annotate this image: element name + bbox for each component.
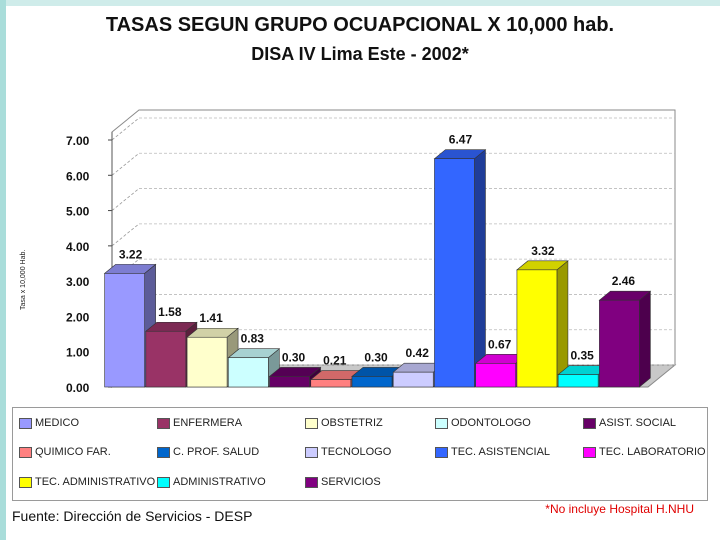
gridline-diagonal: [111, 223, 140, 247]
legend-swatch: [435, 417, 448, 429]
bar-servicios: [599, 299, 640, 388]
decorative-border-top: [0, 0, 720, 6]
bar-medico: [104, 273, 145, 388]
data-label: 3.22: [119, 247, 143, 261]
legend-swatch: [157, 446, 170, 458]
data-label: 0.30: [282, 350, 306, 364]
legend-swatch: [19, 476, 32, 488]
y-tick-label: 0.00: [66, 381, 90, 395]
legend-item: TEC. ADMINISTRATIVO: [19, 476, 155, 488]
bar-tec-laboratorio: [475, 363, 516, 388]
bar-asist-social: [269, 376, 310, 388]
legend-item: QUIMICO FAR.: [19, 446, 111, 458]
legend-item: MEDICO: [19, 417, 79, 429]
legend-label: OBSTETRIZ: [321, 417, 383, 429]
y-tick-label: 3.00: [66, 275, 90, 289]
legend-label: ADMINISTRATIVO: [173, 476, 266, 488]
bar-tec-asistencial: [434, 158, 475, 388]
bar-administrativo: [557, 374, 599, 388]
legend-label: TECNOLOGO: [321, 446, 392, 458]
bar-tec-administrativo: [516, 269, 558, 388]
legend-label: C. PROF. SALUD: [173, 446, 260, 458]
legend-swatch: [305, 476, 318, 488]
legend-swatch: [157, 476, 170, 488]
legend-item: ASIST. SOCIAL: [583, 417, 676, 429]
legend-item: ODONTOLOGO: [435, 417, 531, 429]
bar-chart: 0.00 1.00 2.00 3.00 4.00 5.00 6.00 7.00 3.22 1.58…: [66, 109, 677, 395]
y-tick-label: 5.00: [66, 205, 90, 219]
legend-swatch: [435, 446, 448, 458]
data-label: 0.67: [488, 337, 512, 351]
data-label: 1.58: [158, 305, 182, 319]
legend-swatch: [583, 446, 596, 458]
y-tick-label: 7.00: [66, 134, 90, 148]
legend-item: C. PROF. SALUD: [157, 446, 259, 458]
y-tick-label: 1.00: [66, 346, 90, 360]
bar-obstetriz: [186, 336, 228, 388]
y-tick-label: 4.00: [66, 240, 90, 254]
legend-swatch: [19, 446, 32, 458]
legend-label: TEC. LABORATORIO: [599, 446, 706, 458]
y-tick-label: 2.00: [66, 310, 90, 324]
legend-swatch: [583, 417, 596, 429]
bar-enfermera: [145, 330, 187, 388]
bar-tec-asistencial-side: [474, 149, 486, 388]
legend-label: ASIST. SOCIAL: [599, 417, 677, 429]
legend-item: TEC. ASISTENCIAL: [435, 446, 550, 458]
bar-quimico-far: [310, 379, 352, 388]
legend-swatch: [305, 417, 318, 429]
legend-swatch: [157, 417, 170, 429]
decorative-border-left: [0, 0, 6, 540]
legend-label: TEC. ADMINISTRATIVO: [35, 476, 156, 488]
chart-legend: MEDICO ENFERMERA OBSTETRIZ ODONTOLOGO ASIST.…: [12, 407, 708, 501]
data-label: 0.42: [406, 346, 430, 360]
y-tick-label: 6.00: [66, 169, 90, 183]
legend-item: ENFERMERA: [157, 417, 242, 429]
data-label: 0.35: [570, 349, 594, 363]
bar-tecnologo: [392, 371, 434, 388]
legend-item: TECNOLOGO: [305, 446, 391, 458]
legend-swatch: [19, 417, 32, 429]
data-label: 1.41: [199, 311, 223, 325]
footnote-text: *No incluye Hospital H.NHU: [545, 502, 694, 516]
legend-label: SERVICIOS: [321, 476, 381, 488]
chart-title: TASAS SEGUN GRUPO OCUAPCIONAL X 10,000 h…: [105, 14, 615, 36]
data-label: 0.21: [323, 354, 347, 368]
data-label: 6.47: [449, 133, 473, 147]
legend-item: SERVICIOS: [305, 476, 381, 488]
legend-item: ADMINISTRATIVO: [157, 476, 266, 488]
data-label: 0.83: [241, 332, 265, 346]
gridline-diagonal: [111, 117, 140, 141]
legend-item: TEC. LABORATORIO: [583, 446, 706, 458]
legend-label: TEC. ASISTENCIAL: [451, 446, 551, 458]
legend-label: QUIMICO FAR.: [35, 446, 111, 458]
legend-swatch: [305, 446, 318, 458]
legend-label: ENFERMERA: [173, 417, 243, 429]
data-label: 0.30: [364, 350, 388, 364]
chart-subtitle: DISA IV Lima Este - 2002*: [251, 44, 469, 64]
bar-c-prof-salud: [351, 376, 393, 388]
bar-odontologo: [228, 357, 269, 388]
legend-label: MEDICO: [35, 417, 79, 429]
gridline-diagonal: [111, 188, 140, 211]
data-label: 3.32: [531, 244, 555, 258]
gridline-diagonal: [111, 152, 140, 176]
bar-servicios-side: [639, 290, 651, 388]
legend-label: ODONTOLOGO: [451, 417, 531, 429]
legend-item: OBSTETRIZ: [305, 417, 383, 429]
data-label: 2.46: [612, 274, 636, 288]
y-axis-label: Tasa x 10,000 Hab.: [20, 249, 27, 310]
source-text: Fuente: Dirección de Servicios - DESP: [12, 508, 253, 524]
